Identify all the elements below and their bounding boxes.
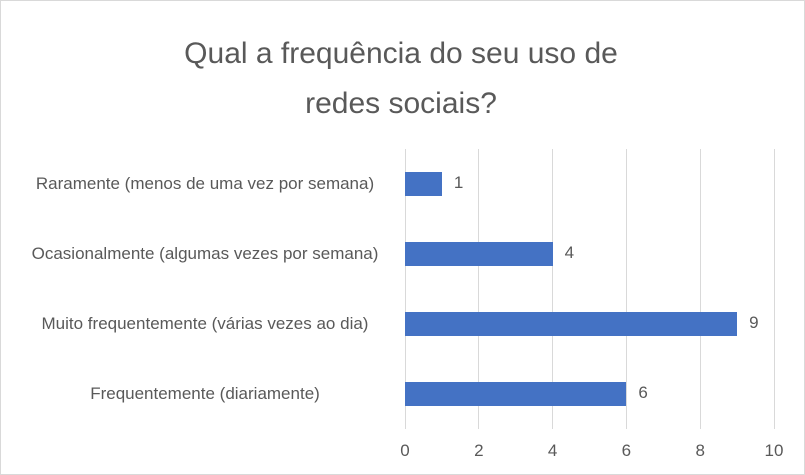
grid-line <box>478 149 480 429</box>
value-label: 6 <box>638 383 648 402</box>
x-tick-label: 6 <box>621 441 632 460</box>
x-tick-label: 8 <box>695 441 705 460</box>
y-tick-label: Frequentemente (diariamente) <box>90 384 320 403</box>
y-tick-label: Ocasionalmente (algumas vezes por semana… <box>31 244 379 263</box>
value-label: 9 <box>749 313 759 332</box>
grid-line <box>552 149 554 429</box>
x-tick-label: 10 <box>764 441 784 460</box>
bar <box>405 312 738 336</box>
bar <box>405 382 627 406</box>
value-label: 4 <box>564 243 575 262</box>
grid-line <box>773 149 775 429</box>
bar <box>405 242 553 266</box>
grid-line <box>699 149 701 429</box>
x-tick-label: 4 <box>547 441 558 460</box>
y-tick-label: Muito frequentemente (várias vezes ao di… <box>41 314 369 333</box>
y-tick-label: Raramente (menos de uma vez por semana) <box>35 174 375 193</box>
x-tick-label: 2 <box>474 441 484 460</box>
grid-line <box>625 149 627 429</box>
value-label: 1 <box>453 173 464 192</box>
grid-line <box>404 149 406 429</box>
chart-title: Qual a frequência do seu uso de redes so… <box>184 37 618 120</box>
bar <box>405 172 442 196</box>
x-tick-label: 0 <box>400 441 410 460</box>
